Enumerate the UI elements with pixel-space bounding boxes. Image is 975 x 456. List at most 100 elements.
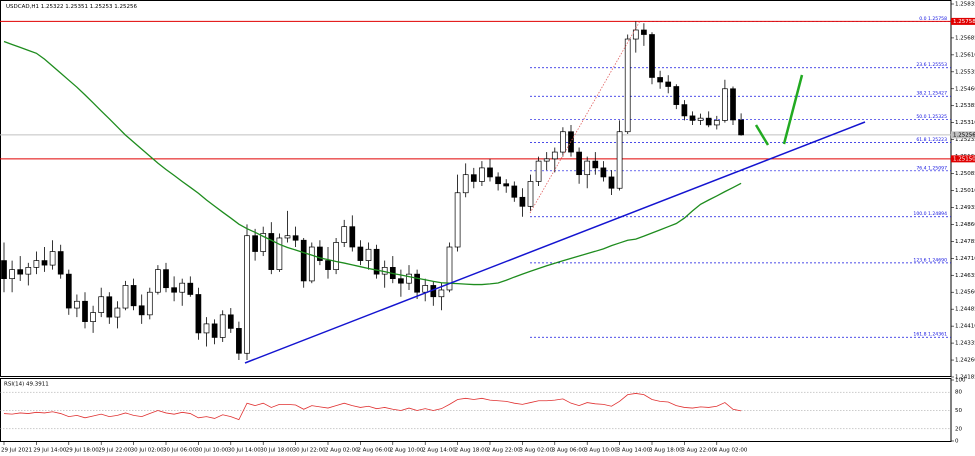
x-tick-label: 3 Aug 06:00 (552, 448, 586, 454)
candle-body (155, 269, 161, 293)
main-panel (0, 0, 952, 377)
price-tag (951, 131, 975, 139)
candle-body (65, 273, 72, 309)
fib-label: 50.0 1.25325 (916, 114, 947, 120)
candle-body (657, 77, 663, 83)
x-tick-label: 4 Aug 02:00 (714, 448, 748, 454)
candle-body (414, 273, 420, 293)
fib-label: 38.2 1.25427 (916, 91, 947, 97)
x-tick-label: 3 Aug 22:00 (681, 448, 715, 454)
fib-label: 23.6 1.25553 (916, 62, 947, 68)
y-tick-label: 1.25010 (955, 188, 975, 194)
candle-body (438, 289, 445, 298)
candle-body (641, 29, 647, 35)
rsi-panel (0, 378, 952, 442)
candle-body (454, 192, 461, 248)
candle-body (592, 160, 599, 169)
candle-body (106, 296, 113, 318)
candle-body (227, 314, 234, 329)
y-tick-label: 1.25385 (955, 103, 975, 109)
x-tick-label: 29 Jul 18:00 (66, 448, 99, 454)
y-tick-label: 1.25535 (955, 69, 975, 75)
candle-body (503, 183, 510, 187)
trend-line (244, 121, 866, 364)
candle-body (487, 167, 493, 178)
fib-label: 100.0 1.24894 (913, 211, 947, 217)
candle-body (300, 239, 307, 282)
candle-body (325, 260, 331, 270)
candle-body (600, 167, 607, 178)
candle-body (462, 174, 469, 194)
x-tick-label: 2 Aug 14:00 (422, 448, 456, 454)
candle-body (41, 260, 48, 266)
candle-body (697, 117, 704, 121)
x-tick-label: 2 Aug 22:00 (487, 448, 521, 454)
y-tick-label: 1.24335 (955, 341, 975, 347)
candle-body (649, 34, 655, 78)
candle-body (211, 323, 218, 338)
candle-body (203, 323, 210, 334)
candle-body (705, 117, 712, 126)
candle-body (632, 29, 639, 40)
y-tick-label: 1.24860 (955, 222, 975, 228)
fib-label: 0.0 1.25758 (919, 16, 947, 22)
candle-body (576, 151, 582, 176)
price-tag-label: 1.25758 (953, 19, 975, 25)
candle-body (616, 131, 623, 189)
y-tick-label: 1.24485 (955, 307, 975, 313)
candle-body (495, 176, 501, 185)
rsi-tick-label: 0 (955, 439, 959, 445)
candle-body (341, 226, 348, 243)
candle-body (333, 242, 339, 270)
candle-body (373, 248, 380, 275)
rsi-tick-label: 20 (955, 426, 962, 432)
close: 1.25256 (114, 4, 137, 10)
candle-body (608, 176, 615, 189)
candle-body (284, 235, 291, 239)
rsi-line (3, 393, 742, 421)
y-tick-label: 1.24635 (955, 273, 975, 279)
candle-body (479, 167, 485, 182)
candle-body (260, 233, 267, 252)
candle-body (90, 312, 96, 322)
low: 1.25253 (90, 4, 113, 10)
candle-body (713, 120, 720, 126)
high: 1.25351 (65, 4, 88, 10)
candle-body (146, 291, 153, 316)
x-tick-label: 29 Jul 2021 (1, 448, 32, 454)
rsi-tick-label: 50 (955, 408, 962, 414)
candle-body (689, 115, 696, 121)
candle-body (527, 181, 534, 207)
candle-body (584, 160, 591, 176)
candle-body (114, 307, 121, 318)
x-tick-label: 2 Aug 06:00 (357, 448, 391, 454)
candle-body (365, 248, 372, 261)
y-tick-label: 1.24785 (955, 239, 975, 245)
candle-body (738, 119, 744, 136)
candle-body (519, 196, 526, 207)
y-tick-label: 1.25610 (955, 52, 975, 58)
candle-body (535, 160, 542, 182)
candle-body (665, 81, 672, 87)
x-tick-label: 2 Aug 02:00 (325, 448, 359, 454)
candle-body (171, 287, 177, 293)
y-tick-label: 1.25235 (955, 137, 975, 143)
candle-body (219, 314, 226, 338)
candle-body (398, 278, 404, 284)
y-tick-label: 1.25835 (955, 2, 975, 8)
candle-body (357, 246, 364, 261)
rsi-title: RSI(14) 49.3911 (4, 382, 49, 388)
y-tick-label: 1.25685 (955, 35, 975, 41)
candle-body (195, 294, 202, 334)
x-tick-label: 30 Jul 02:00 (131, 448, 164, 454)
y-tick-label: 1.24710 (955, 256, 975, 262)
fib-label: 61.8 1.25223 (916, 137, 947, 143)
symbol: USDCAD,H1 (6, 4, 39, 10)
candle-body (163, 269, 169, 289)
y-tick-label: 1.25085 (955, 171, 975, 177)
candle-body (543, 158, 550, 162)
candle-body (560, 131, 566, 153)
price-tag (951, 155, 975, 163)
